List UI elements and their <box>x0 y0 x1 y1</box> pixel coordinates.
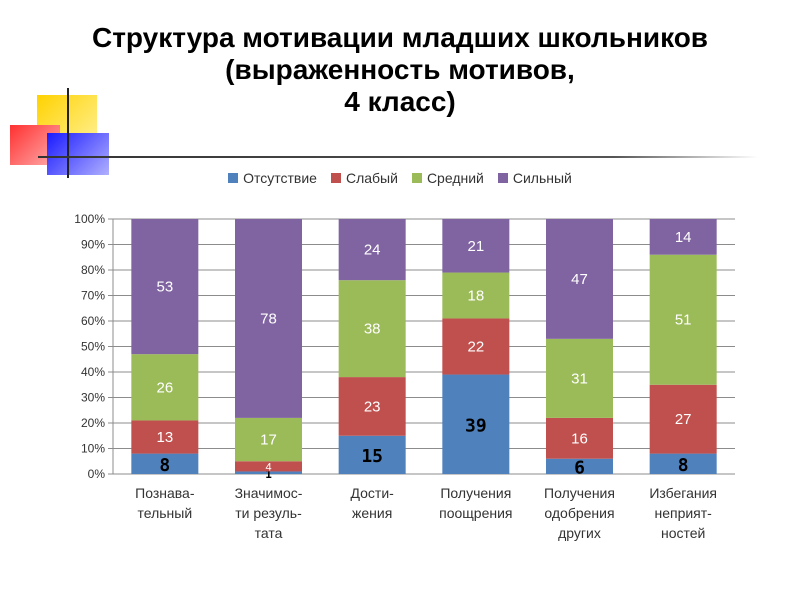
bar-segment <box>338 435 406 474</box>
data-label: 51 <box>675 312 692 329</box>
x-tick-label: жения <box>352 505 392 521</box>
bar-segment <box>546 417 613 459</box>
data-label: 26 <box>156 379 173 396</box>
x-tick-label: Получения <box>544 485 615 501</box>
y-tick-label: 30% <box>81 391 105 405</box>
data-label: 6 <box>574 457 585 478</box>
data-label: 38 <box>364 321 381 338</box>
data-label: 23 <box>364 398 381 415</box>
data-label: 78 <box>260 310 277 327</box>
data-label: 21 <box>467 238 484 255</box>
legend-swatch <box>411 173 422 183</box>
legend-label: Средний <box>426 170 484 186</box>
x-tick-label: других <box>558 525 601 541</box>
bar-segment <box>442 272 510 319</box>
bar-segment <box>235 219 302 418</box>
data-label: 22 <box>467 339 484 356</box>
bar-segment <box>649 219 717 255</box>
x-tick-label: Значимос- <box>235 485 303 501</box>
x-tick-label: ностей <box>661 525 705 541</box>
legend-item: Средний <box>411 170 484 186</box>
bar-segment <box>442 318 510 375</box>
bar-segment <box>338 280 406 378</box>
bar-segment <box>442 219 510 273</box>
legend-item: Слабый <box>330 170 398 186</box>
data-label: 53 <box>156 279 173 296</box>
legend-swatch <box>330 173 341 183</box>
legend-swatch <box>497 173 508 183</box>
chart-legend: Отсутствие Слабый Средний Сильный <box>0 170 800 186</box>
x-tick-label: Дости- <box>351 485 395 501</box>
data-label: 39 <box>465 415 487 436</box>
legend-label: Сильный <box>512 170 572 186</box>
x-tick-label: Познава- <box>135 485 195 501</box>
data-label: 8 <box>159 455 170 476</box>
y-tick-label: 90% <box>81 238 105 252</box>
bar-segment <box>338 219 406 281</box>
x-tick-label: одобрения <box>544 505 614 521</box>
data-label: 16 <box>571 430 588 447</box>
data-label: 15 <box>361 446 383 467</box>
bar-segment <box>546 338 613 418</box>
bar-segment <box>131 453 199 474</box>
y-tick-label: 50% <box>81 340 105 354</box>
data-label: 47 <box>571 271 588 288</box>
bar-segment <box>338 377 406 436</box>
y-tick-label: 70% <box>81 289 105 303</box>
y-tick-label: 20% <box>81 416 105 430</box>
bar-segment <box>235 471 302 474</box>
page-title: Структура мотивации младших школьников (… <box>0 22 800 118</box>
x-tick-label: Избегания <box>649 485 717 501</box>
legend-label: Слабый <box>345 170 398 186</box>
x-tick-label: неприят- <box>654 505 712 521</box>
data-label: 24 <box>364 242 381 259</box>
decor-blue-square <box>47 133 109 175</box>
data-label: 27 <box>675 411 692 428</box>
x-tick-label: ти резуль- <box>235 505 302 521</box>
title-line-1: Структура мотивации младших школьников <box>91 22 709 53</box>
bar-segment <box>131 354 199 421</box>
data-label: 17 <box>260 432 277 449</box>
x-tick-label: поощрения <box>439 505 512 521</box>
legend-swatch <box>228 173 239 183</box>
y-tick-label: 60% <box>81 314 105 328</box>
title-line-2: (выраженность мотивов, <box>225 54 575 85</box>
bar-segment <box>235 417 302 462</box>
data-label: 8 <box>678 455 689 476</box>
bar-segment <box>235 461 302 472</box>
y-tick-label: 100% <box>74 212 105 226</box>
data-label: 13 <box>156 429 173 446</box>
y-tick-label: 10% <box>81 442 105 456</box>
y-tick-label: 40% <box>81 365 105 379</box>
legend-label: Отсутствие <box>243 170 317 186</box>
bar-segment <box>649 453 717 474</box>
legend-item: Отсутствие <box>228 170 317 186</box>
y-tick-label: 80% <box>81 263 105 277</box>
x-tick-label: тата <box>255 525 283 541</box>
bar-segment <box>546 219 613 339</box>
title-line-3: 4 класс) <box>344 86 456 117</box>
bar-segment <box>649 384 717 454</box>
bar-segment <box>131 219 199 355</box>
bar-segment <box>442 374 510 474</box>
legend-item: Сильный <box>497 170 572 186</box>
decor-horizontal-line <box>38 156 758 158</box>
data-label: 31 <box>571 370 588 387</box>
data-label: 18 <box>467 288 484 305</box>
bar-segment <box>649 254 717 385</box>
bar-segment <box>131 420 199 454</box>
x-tick-label: Получения <box>440 485 511 501</box>
data-label: 1 <box>265 468 272 481</box>
data-label: 4 <box>265 461 271 473</box>
bar-segment <box>546 458 613 474</box>
decor-vertical-line <box>67 88 69 178</box>
y-tick-label: 0% <box>88 467 106 481</box>
data-label: 14 <box>675 229 692 246</box>
x-tick-label: тельный <box>138 505 193 521</box>
